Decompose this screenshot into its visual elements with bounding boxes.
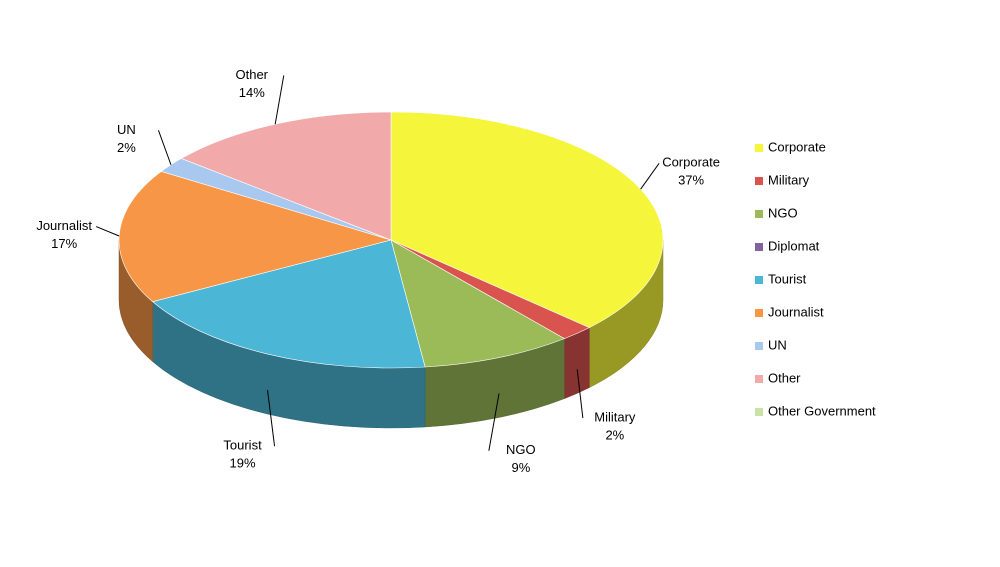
legend-label: Other Government: [768, 403, 876, 418]
slice-label: Tourist: [223, 438, 262, 453]
leader-line: [267, 389, 276, 447]
slice-value: 2%: [117, 140, 136, 155]
slice: [152, 239, 426, 369]
leader-line: [488, 393, 500, 451]
slice: [390, 239, 566, 368]
legend-marker: [755, 177, 763, 185]
slice-label: Corporate: [662, 155, 720, 170]
legend-label: Other: [768, 370, 801, 385]
leader-line: [274, 75, 285, 125]
legend-marker: [755, 210, 763, 218]
slice-value: 37%: [678, 173, 704, 188]
slice-side: [564, 327, 590, 399]
legend-label: Diplomat: [768, 238, 820, 253]
legend-marker: [755, 375, 763, 383]
slice-label: Other: [236, 67, 269, 82]
slice-label: NGO: [506, 442, 536, 457]
legend-marker: [755, 144, 763, 152]
leader-line: [157, 130, 172, 165]
legend-marker: [755, 243, 763, 251]
legend-label: NGO: [768, 205, 798, 220]
leader-line: [640, 163, 660, 190]
slice-value: 17%: [51, 236, 77, 251]
pie: [118, 111, 664, 429]
legend-label: UN: [768, 337, 787, 352]
legend-marker: [755, 342, 763, 350]
slice-label: Journalist: [36, 218, 92, 233]
legend: Corporate Military NGO Diplomat Tourist Journ…: [755, 139, 876, 418]
slice-value: 19%: [230, 456, 256, 471]
slice: [390, 111, 664, 328]
data-labels: Corporate 37% Military 2% NGO 9% Tourist 19% Jou…: [36, 67, 720, 475]
legend-marker: [755, 408, 763, 416]
slice-value: 9%: [511, 460, 530, 475]
legend-label: Corporate: [768, 139, 826, 154]
legend-label: Tourist: [768, 271, 807, 286]
legend-label: Journalist: [768, 304, 824, 319]
legend-marker: [755, 309, 763, 317]
slice: [118, 171, 393, 302]
leader-line: [576, 369, 584, 419]
leader-line: [95, 226, 120, 237]
slice-label: UN: [117, 122, 136, 137]
legend-label: Military: [768, 172, 810, 187]
slice: [180, 111, 392, 241]
slice-value: 2%: [605, 428, 624, 443]
slice-label: Military: [594, 410, 636, 425]
legend-marker: [755, 276, 763, 284]
slice-value: 14%: [239, 85, 265, 100]
